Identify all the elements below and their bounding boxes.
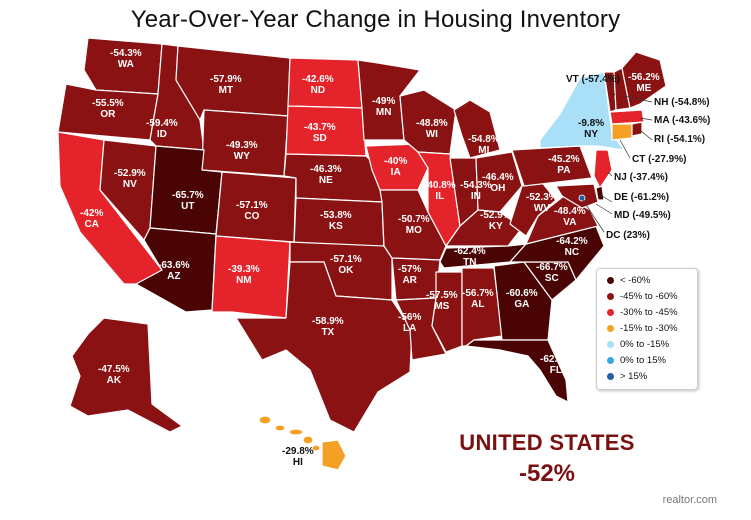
label-ID: -59.4% ID: [146, 118, 178, 140]
dc-marker: [578, 194, 586, 202]
label-VA: -48.4% VA: [554, 206, 586, 228]
callout-DE: DE (-61.2%): [614, 192, 670, 203]
state-NY: [539, 71, 625, 151]
callout-RI: RI (-54.1%): [654, 134, 706, 145]
label-AZ: -63.6% AZ: [158, 260, 190, 282]
legend-item: > 15%: [607, 371, 647, 382]
leader-md: [595, 203, 613, 215]
label-NY: -9.8% NY: [578, 118, 605, 140]
state-OH: [475, 151, 523, 213]
leader-de: [601, 195, 613, 203]
leader-nj: [607, 171, 613, 177]
state-MI: [453, 99, 501, 159]
label-PA: -45.2% PA: [548, 154, 580, 176]
label-IN: -54.3% IN: [460, 180, 492, 202]
label-WY: -49.3% WY: [226, 140, 258, 162]
label-WA: -54.3% WA: [110, 48, 142, 70]
legend-swatch: [607, 308, 614, 316]
legend-item: -15% to -30%: [607, 323, 678, 334]
map-title: Year-Over-Year Change in Housing Invento…: [130, 6, 621, 33]
leader-nh: [623, 95, 653, 103]
leader-vt: [607, 81, 616, 96]
label-NM: -39.3% NM: [228, 264, 260, 286]
callout-NJ: NJ (-37.4%): [614, 172, 668, 183]
label-IL: -40.8% IL: [424, 180, 456, 202]
state-NM: [211, 235, 291, 319]
label-MI: -54.8% MI: [468, 134, 500, 156]
state-AK: [69, 317, 183, 433]
callout-DC: DC (23%): [606, 230, 650, 241]
label-LA: -56% LA: [398, 312, 422, 334]
label-GA: -60.6% GA: [506, 288, 538, 310]
label-CO: -57.1% CO: [236, 200, 268, 222]
label-AL: -56.7% AL: [462, 288, 494, 310]
label-KS: -53.8% KS: [320, 210, 352, 232]
legend-swatch: [607, 356, 614, 364]
legend-item: -45% to -60%: [607, 291, 678, 302]
label-UT: -65.7% UT: [172, 190, 204, 212]
callout-VT: VT (-57.4%): [566, 74, 620, 85]
label-NC: -64.2% NC: [556, 236, 588, 258]
label-OR: -55.5% OR: [92, 98, 124, 120]
label-OH: -46.4% OH: [482, 172, 514, 194]
leader-dc: [582, 199, 605, 233]
label-MN: -49% MN: [372, 96, 396, 118]
leader-ma: [639, 117, 653, 121]
legend-swatch: [607, 276, 614, 284]
state-NJ: [593, 149, 613, 189]
label-ME: -56.2% ME: [628, 72, 660, 94]
national-summary: UNITED STATES -52%: [452, 430, 642, 488]
state-RI: [631, 121, 643, 137]
state-GA: [493, 261, 553, 341]
callout-MA: MA (-43.6%): [654, 115, 711, 126]
label-MS: -57.5% MS: [426, 290, 458, 312]
label-MT: -57.9% MT: [210, 74, 242, 96]
state-MD: [555, 183, 599, 209]
state-CT: [611, 123, 633, 141]
legend-item: 0% to 15%: [607, 355, 666, 366]
label-WI: -48.8% WI: [416, 118, 448, 140]
legend-item: < -60%: [607, 275, 650, 286]
label-IA: -40% IA: [384, 156, 408, 178]
label-SD: -43.7% SD: [304, 122, 336, 144]
label-MO: -50.7% MO: [398, 214, 430, 236]
legend-swatch: [607, 292, 614, 300]
legend-swatch: [607, 340, 614, 348]
callout-CT: CT (-27.9%): [632, 154, 687, 165]
legend: < -60% -45% to -60% -30% to -45% -15% to…: [596, 268, 698, 390]
legend-item: -30% to -45%: [607, 307, 678, 318]
source-credit: realtor.com: [662, 494, 717, 506]
state-TX: [235, 261, 413, 433]
national-value: -52%: [518, 460, 576, 487]
label-HI: -29.8% HI: [282, 446, 314, 468]
label-TX: -58.9% TX: [312, 316, 344, 338]
state-HI: [258, 415, 347, 471]
label-ND: -42.6% ND: [302, 74, 334, 96]
label-NV: -52.9% NV: [114, 168, 146, 190]
national-name: UNITED STATES: [459, 430, 635, 455]
label-FL: -62.2% FL: [540, 354, 572, 376]
callout-MD: MD (-49.5%): [614, 210, 671, 221]
legend-swatch: [607, 324, 614, 332]
label-TN: -62.4% TN: [454, 246, 486, 268]
label-AK: -47.5% AK: [98, 364, 130, 386]
label-AR: -57% AR: [398, 264, 422, 286]
label-SC: -66.7% SC: [536, 262, 568, 284]
legend-item: 0% to -15%: [607, 339, 669, 350]
label-CA: -42% CA: [80, 208, 104, 230]
label-OK: -57.1% OK: [330, 254, 362, 276]
state-ME: [621, 51, 667, 109]
state-MA: [609, 109, 645, 125]
legend-swatch: [607, 372, 614, 380]
label-NE: -46.3% NE: [310, 164, 342, 186]
label-WV: -52.3% WV: [526, 192, 558, 214]
callout-NH: NH (-54.8%): [654, 97, 710, 108]
state-FL: [465, 339, 569, 403]
label-KY: -52.9% KY: [480, 210, 512, 232]
leader-ct: [619, 139, 631, 159]
state-DE: [595, 185, 605, 201]
leader-ri: [639, 129, 653, 141]
